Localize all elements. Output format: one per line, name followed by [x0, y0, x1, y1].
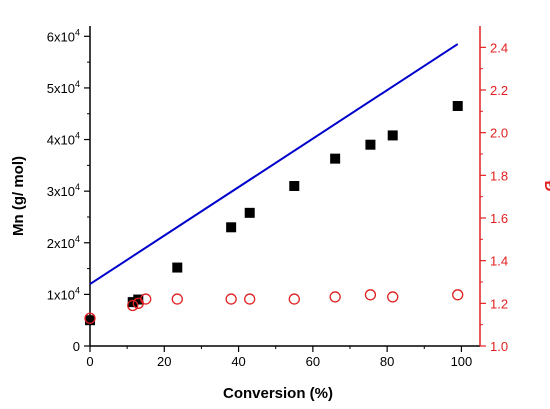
right-y-tick-label: 1.2 [490, 296, 508, 311]
left-y-tick-label: 2x104 [47, 234, 80, 251]
dispersity-data-point [127, 299, 139, 312]
right-y-tick-label: 1.0 [490, 339, 508, 354]
right-y-tick-label: 1.6 [490, 211, 508, 226]
dispersity-data-point [452, 289, 464, 301]
right-y-tick-label: 1.4 [490, 254, 508, 269]
right-y-tick-label: 2.0 [490, 126, 508, 141]
right-y-tick-label: 1.8 [490, 168, 508, 183]
mn-data-point [289, 181, 300, 191]
theoretical-mn-line [89, 43, 459, 285]
mn-data-point [133, 294, 144, 305]
right-y-tick-label: 2.4 [490, 40, 508, 55]
mn-data-point [226, 222, 237, 233]
mn-data-point [365, 139, 376, 150]
left-y-tick-label: 4x104 [47, 131, 80, 148]
left-y-tick-label: 0 [73, 339, 80, 354]
left-y-tick-label: 6x104 [47, 27, 80, 44]
x-tick-label: 60 [306, 354, 320, 369]
x-tick-label: 80 [380, 354, 394, 369]
left-y-tick-label: 5x104 [47, 79, 80, 96]
x-tick-label: 0 [86, 354, 93, 369]
x-tick-label: 100 [451, 354, 473, 369]
mn-data-point [452, 101, 463, 111]
x-tick-label: 40 [231, 354, 245, 369]
axes: 0 20 40 60 80 100 0 1x104 2x104 3x104 4x104 5x104 6x… [47, 26, 508, 369]
mn-data-point [127, 297, 138, 308]
right-y-tick-label: 2.2 [490, 83, 508, 98]
mn-data-point [85, 315, 95, 326]
x-axis-title: Conversion (%) [223, 385, 333, 402]
mn-data-point [330, 153, 341, 164]
dispersity-data-point [329, 291, 341, 303]
dispersity-data-point [225, 293, 237, 305]
mn-data-point [387, 130, 398, 141]
mn-data-point [244, 207, 255, 218]
dispersity-data-point [364, 289, 377, 301]
dispersity-data-point [288, 293, 300, 305]
x-tick-label: 20 [157, 354, 171, 369]
dispersity-data-point [387, 291, 399, 303]
dispersity-data-point [140, 293, 152, 305]
dispersity-data-point [244, 293, 256, 305]
left-y-tick-label: 3x104 [47, 182, 80, 199]
left-y-tick-label: 1x104 [47, 285, 80, 302]
marks [84, 43, 464, 326]
left-y-axis-title: Mn (g/ mol) [10, 156, 27, 236]
dispersity-data-point [84, 312, 96, 324]
dispersity-data-point [171, 293, 183, 305]
mn-data-point [172, 262, 183, 273]
right-y-axis-title: Đ [541, 181, 550, 192]
